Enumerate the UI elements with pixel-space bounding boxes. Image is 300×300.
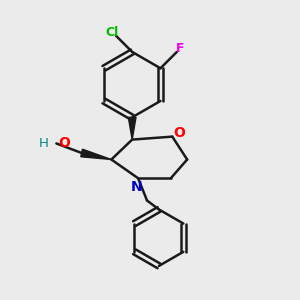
Text: O: O: [173, 126, 185, 140]
Text: Cl: Cl: [106, 26, 119, 38]
Text: O: O: [58, 136, 70, 151]
Polygon shape: [128, 117, 136, 140]
Polygon shape: [81, 149, 111, 160]
Text: N: N: [131, 180, 142, 194]
Text: F: F: [176, 42, 184, 56]
Text: H: H: [39, 137, 49, 150]
